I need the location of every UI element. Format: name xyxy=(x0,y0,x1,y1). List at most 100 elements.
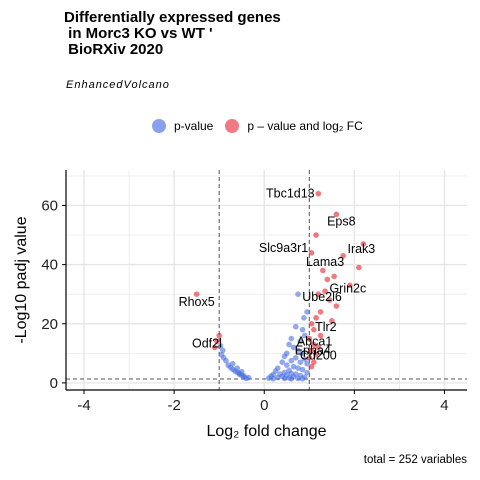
point-pvalue-and-fc xyxy=(331,273,337,280)
y-tick-label: 0 xyxy=(50,375,58,392)
point-pvalue xyxy=(295,375,301,382)
point-pvalue xyxy=(274,374,281,381)
point-pvalue xyxy=(225,362,232,368)
point-pvalue xyxy=(292,354,299,361)
x-tick-label: -2 xyxy=(167,397,180,414)
grid-lines xyxy=(66,170,467,390)
point-label: Cd200 xyxy=(300,348,337,362)
point-pvalue xyxy=(295,347,301,354)
point-pvalue xyxy=(229,360,236,367)
point-pvalue xyxy=(299,366,306,373)
point-pvalue-and-fc xyxy=(311,326,317,333)
point-pvalue xyxy=(295,365,301,371)
point-pvalue xyxy=(299,375,306,382)
chart-subtitle: EnhancedVolcano xyxy=(66,79,170,91)
point-pvalue-and-fc xyxy=(216,332,222,339)
point-pvalue-and-fc xyxy=(356,264,362,271)
point-pvalue-and-fc xyxy=(324,276,331,283)
point-pvalue xyxy=(219,347,226,354)
point-pvalue-and-fc xyxy=(360,241,367,247)
point-pvalue-and-fc xyxy=(193,291,200,297)
legend-item-pvalue: p-value xyxy=(152,119,213,133)
point-pvalue xyxy=(299,350,306,357)
point-pvalue-and-fc xyxy=(311,359,317,366)
point-pvalue-and-fc xyxy=(329,318,335,324)
legend-label-pvalue-and-fc: p – value and log₂ FC xyxy=(247,119,363,133)
point-pvalue-and-fc xyxy=(322,288,328,295)
point-pvalue-and-fc xyxy=(308,249,315,256)
point-pvalue xyxy=(245,374,252,381)
point-pvalue-and-fc xyxy=(308,347,315,354)
point-label: Grin2c xyxy=(329,281,366,295)
point-pvalue xyxy=(304,309,310,315)
point-pvalue xyxy=(299,326,306,333)
point-pvalue-and-fc xyxy=(340,252,346,259)
x-tick-label: 4 xyxy=(440,397,448,414)
point-pvalue-and-fc xyxy=(311,341,317,348)
point-pvalue xyxy=(295,291,301,297)
data-points xyxy=(193,190,367,382)
point-pvalue-and-fc xyxy=(308,363,315,370)
legend: p-value p – value and log₂ FC xyxy=(152,117,375,135)
caption: total = 252 variables xyxy=(363,454,467,466)
point-pvalue-and-fc xyxy=(317,309,324,315)
point-pvalue-and-fc xyxy=(313,352,319,358)
point-label: Odf2l xyxy=(192,337,222,351)
x-tick-label: -4 xyxy=(77,397,90,414)
point-label: Irak3 xyxy=(347,242,375,256)
point-pvalue xyxy=(234,365,241,371)
point-pvalue-and-fc xyxy=(315,190,322,197)
point-pvalue-and-fc xyxy=(347,282,353,289)
point-pvalue-and-fc xyxy=(333,303,340,309)
point-label: Tlr2 xyxy=(315,320,337,334)
point-pvalue xyxy=(288,335,295,342)
point-pvalue xyxy=(281,353,288,360)
point-pvalue-and-fc xyxy=(306,354,313,361)
point-pvalue xyxy=(265,375,272,381)
legend-label-pvalue: p-value xyxy=(174,119,214,133)
point-pvalue xyxy=(301,332,308,339)
point-pvalue xyxy=(281,375,288,382)
point-pvalue xyxy=(290,363,297,370)
point-pvalue xyxy=(218,352,225,358)
y-axis-title: -Log10 padj value xyxy=(13,216,30,343)
point-label: Slc9a3r1 xyxy=(259,241,308,255)
legend-item-pvalue-and-fc: p – value and log₂ FC xyxy=(225,119,363,133)
point-pvalue-and-fc xyxy=(326,297,333,303)
point-label: Rhox5 xyxy=(179,295,215,309)
legend-swatch-pvalue-and-fc xyxy=(225,119,240,133)
point-pvalue xyxy=(301,356,308,363)
y-tick-label: 40 xyxy=(41,257,58,274)
point-pvalue-and-fc xyxy=(315,291,322,297)
point-pvalue-and-fc xyxy=(306,335,313,342)
point-pvalue xyxy=(270,375,277,382)
x-axis-title: Log₂ fold change xyxy=(206,423,326,440)
point-pvalue xyxy=(288,376,295,382)
point-pvalue-and-fc xyxy=(333,211,340,218)
point-pvalue xyxy=(283,362,290,368)
chart-title: Differentially expressed genes in Morc3 … xyxy=(64,9,281,58)
point-pvalue-and-fc xyxy=(317,332,324,339)
y-tick-label: 20 xyxy=(41,316,58,333)
point-pvalue xyxy=(292,323,299,330)
point-label: Epha4 xyxy=(295,343,331,357)
point-pvalue-and-fc xyxy=(211,344,218,351)
legend-swatch-pvalue xyxy=(152,119,166,133)
point-pvalue xyxy=(297,338,304,345)
point-label: Eps8 xyxy=(327,214,356,228)
point-pvalue xyxy=(290,344,297,351)
point-pvalue-and-fc xyxy=(320,267,326,274)
point-pvalue-and-fc xyxy=(313,232,319,238)
point-pvalue xyxy=(304,369,310,376)
y-tick-label: 60 xyxy=(41,197,58,214)
point-label: Tbc1d13 xyxy=(266,187,315,201)
point-pvalue xyxy=(288,357,295,364)
point-pvalue xyxy=(301,315,307,321)
x-tick-label: 0 xyxy=(260,397,268,414)
point-pvalue xyxy=(279,359,286,366)
point-pvalue xyxy=(236,371,243,378)
point-pvalue xyxy=(241,373,247,379)
